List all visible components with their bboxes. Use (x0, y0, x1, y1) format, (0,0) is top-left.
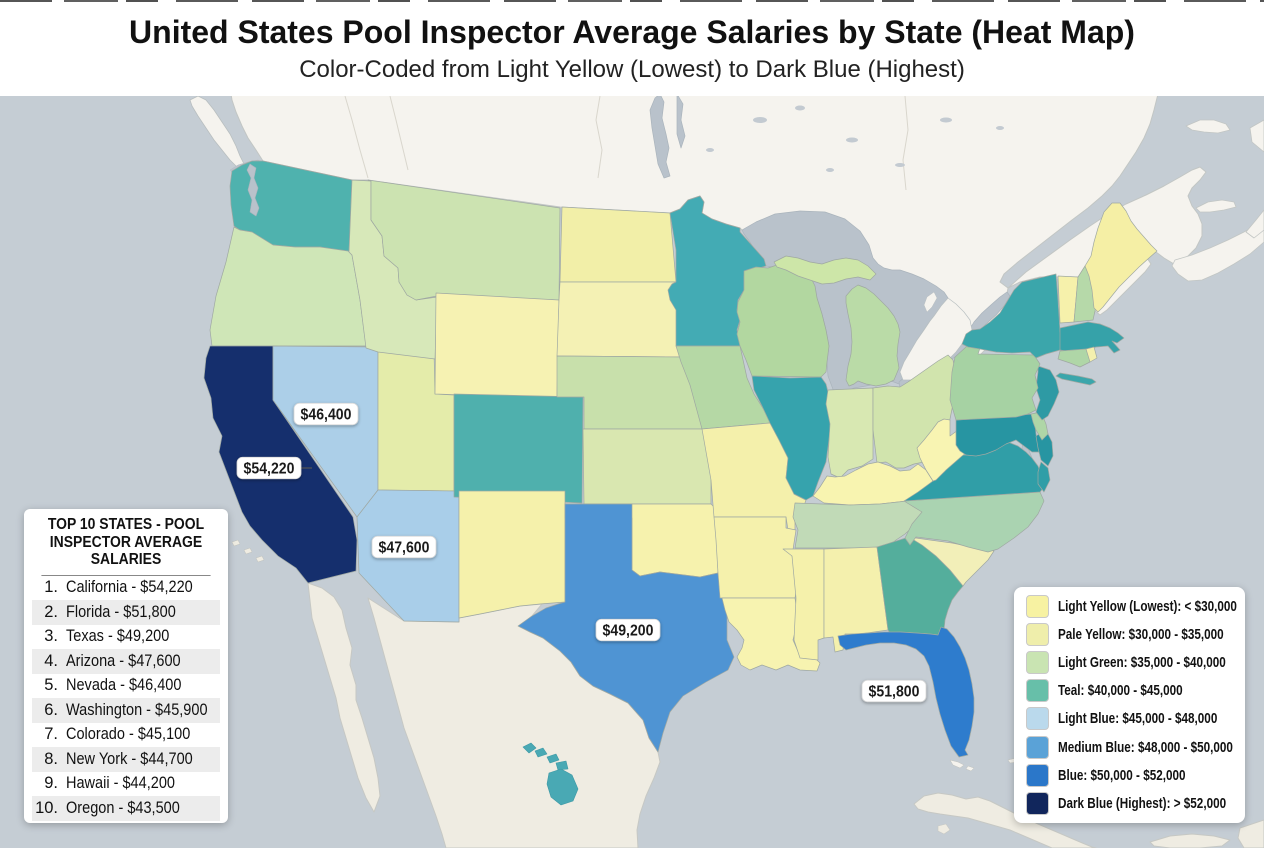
svg-text:$54,220: $54,220 (244, 460, 295, 478)
svg-text:$46,400: $46,400 (301, 406, 352, 424)
svg-text:$49,200: $49,200 (603, 622, 654, 640)
svg-text:$51,800: $51,800 (869, 683, 920, 701)
svg-text:$47,600: $47,600 (379, 539, 430, 557)
